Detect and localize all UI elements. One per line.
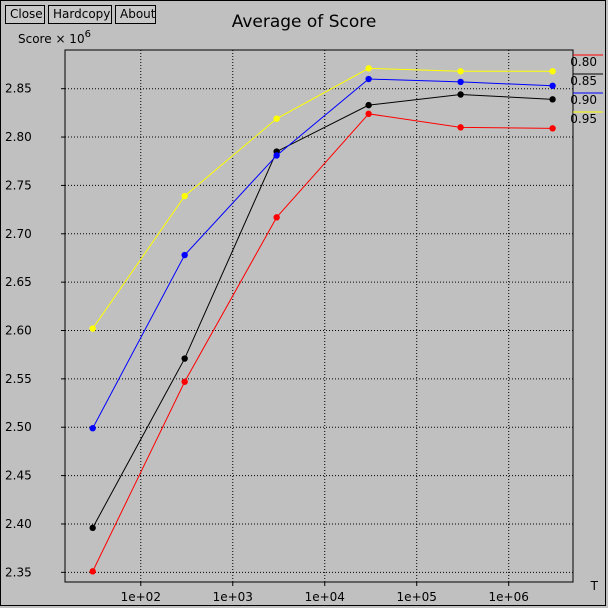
data-point bbox=[549, 125, 556, 132]
about-button[interactable]: About bbox=[115, 5, 156, 24]
hardcopy-button[interactable]: Hardcopy bbox=[48, 5, 112, 24]
x-tick-label: 1e+03 bbox=[213, 590, 253, 604]
legend-label: 0.85 bbox=[570, 74, 597, 88]
x-tick-label: 1e+06 bbox=[489, 590, 529, 604]
data-point bbox=[365, 101, 372, 109]
y-axis-label-multiplier: × 10 bbox=[55, 32, 84, 46]
y-axis-label-exponent: 6 bbox=[85, 29, 91, 40]
y-tick-label: 2.70 bbox=[5, 227, 32, 241]
legend-label: 0.95 bbox=[570, 112, 597, 126]
x-tick-label: 1e+02 bbox=[121, 590, 161, 604]
data-point bbox=[273, 115, 280, 122]
series-line-0.95 bbox=[92, 67, 553, 329]
data-point bbox=[273, 214, 280, 221]
data-point bbox=[549, 82, 556, 89]
legend-label: 0.80 bbox=[570, 55, 597, 69]
series-line-0.85 bbox=[92, 93, 553, 529]
axes: 2.35 2.40 2.45 2.50 2.55 2.60 2.65 2.70 2.75 2.80… bbox=[5, 82, 529, 604]
data-point bbox=[457, 68, 464, 75]
data-point bbox=[181, 192, 188, 200]
x-tick-label: 1e+04 bbox=[305, 590, 345, 604]
series bbox=[89, 65, 556, 575]
data-point bbox=[365, 110, 372, 118]
data-point bbox=[457, 78, 464, 86]
chart-title: Average of Score bbox=[232, 12, 377, 32]
y-tick-label: 2.35 bbox=[5, 565, 32, 579]
y-axis-label: Score × 106 bbox=[18, 29, 91, 46]
data-point bbox=[89, 524, 96, 532]
data-point bbox=[457, 124, 464, 131]
data-point bbox=[273, 152, 280, 159]
grid bbox=[65, 50, 573, 582]
y-tick-label: 2.80 bbox=[5, 130, 32, 144]
y-tick-label: 2.60 bbox=[5, 324, 32, 338]
data-point bbox=[89, 425, 96, 432]
y-tick-label: 2.65 bbox=[5, 275, 32, 289]
data-point bbox=[89, 325, 96, 332]
data-point bbox=[365, 75, 372, 83]
y-axis-label-name: Score bbox=[18, 32, 52, 46]
y-tick-label: 2.40 bbox=[5, 517, 32, 531]
series-line-0.90 bbox=[92, 78, 553, 429]
y-tick-label: 2.50 bbox=[5, 420, 32, 434]
close-button[interactable]: Close bbox=[5, 5, 45, 24]
legend-label: 0.90 bbox=[570, 93, 597, 107]
data-point bbox=[181, 251, 188, 259]
x-tick-label: 1e+05 bbox=[397, 590, 437, 604]
series-line-0.80 bbox=[92, 113, 553, 572]
y-tick-label: 2.45 bbox=[5, 469, 32, 483]
y-tick-label: 2.75 bbox=[5, 178, 32, 192]
data-point bbox=[549, 96, 556, 103]
data-point bbox=[181, 378, 188, 385]
x-axis-label: T bbox=[590, 579, 599, 593]
data-point bbox=[365, 65, 372, 72]
data-point bbox=[181, 355, 188, 362]
data-point bbox=[89, 568, 96, 575]
data-point bbox=[457, 91, 464, 98]
legend: 0.80 0.85 0.90 0.95 bbox=[570, 54, 603, 126]
y-tick-label: 2.55 bbox=[5, 372, 32, 386]
y-tick-label: 2.85 bbox=[5, 82, 32, 96]
plot-area bbox=[64, 49, 574, 583]
data-point bbox=[549, 68, 556, 75]
